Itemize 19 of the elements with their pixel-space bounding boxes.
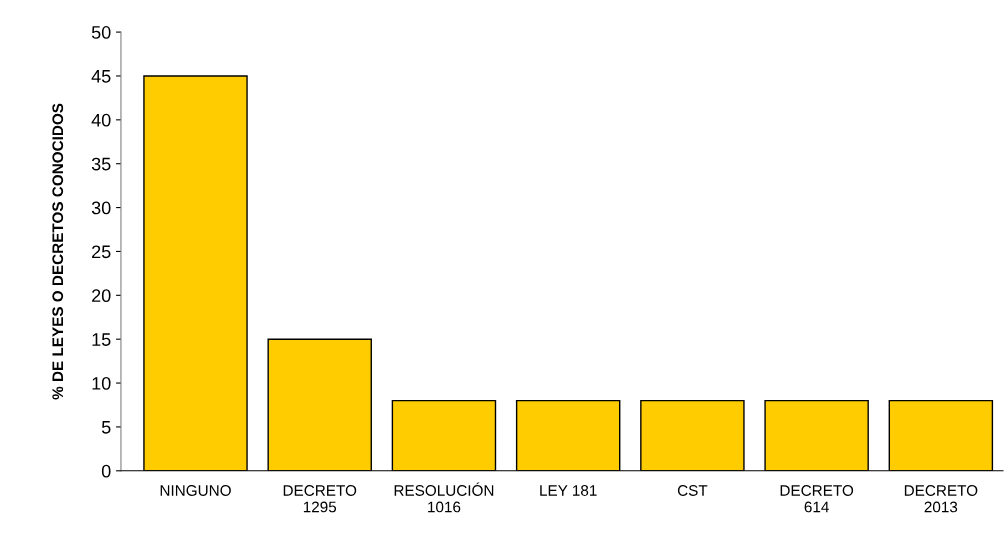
y-tick-label: 40 [91,113,111,127]
x-tick-label: LEY 181 [540,485,597,496]
y-tick-label: 15 [92,333,111,346]
x-tick-label: RESOLUCIÓN 1016 [394,482,494,513]
y-tick-label: 10 [92,376,111,390]
y-tick-label: 30 [91,201,111,215]
y-axis-title: % DE LEYES O DECRETOS CONOCIDOS [52,103,64,400]
x-tick-label: DECRETO 1295 [283,485,357,513]
x-tick-label: DECRETO 614 [780,485,854,513]
y-tick-label: 0 [101,464,111,478]
x-tick-label: NINGUNO [160,485,231,496]
y-tick-label: 35 [91,157,111,171]
y-tick-label: 25 [92,245,111,259]
y-tick-label: 45 [91,70,111,83]
x-tick-label: CST [677,485,708,496]
y-tick-label: 5 [101,421,111,434]
y-tick-label: 20 [92,289,111,303]
y-tick-label: 50 [91,26,111,39]
x-tick-label: DECRETO 2013 [904,485,978,513]
